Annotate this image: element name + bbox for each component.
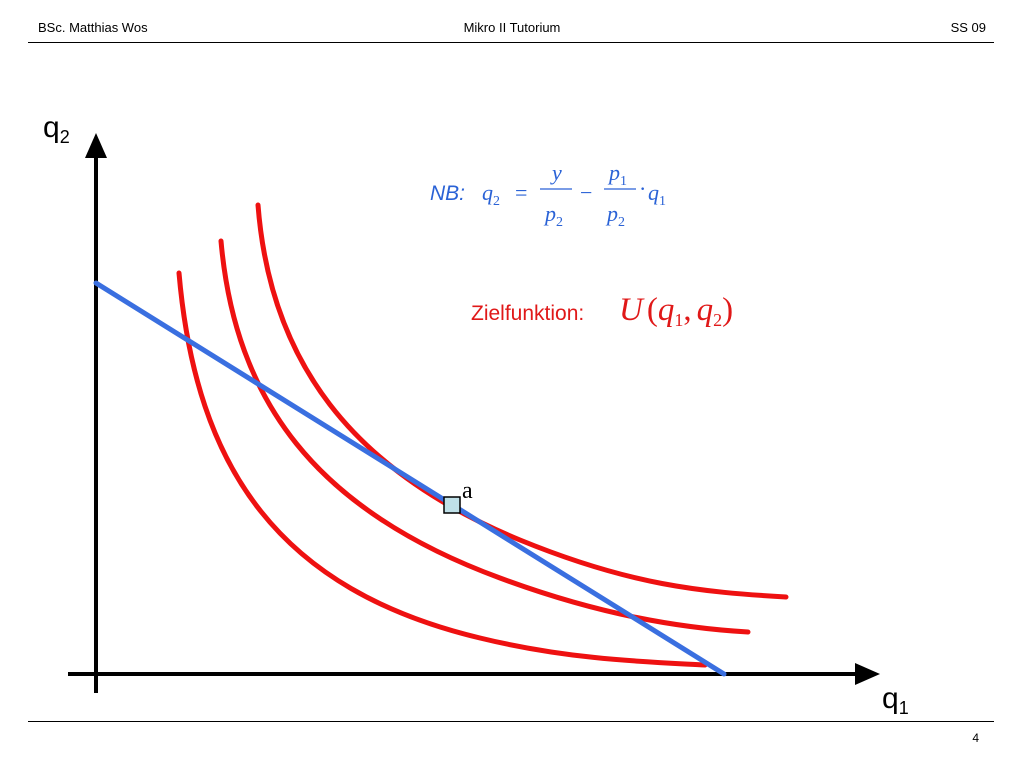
budget-constraint-formula: NB: q2 = y p2 − p1 p2 · q1: [430, 160, 666, 230]
optimum-point-label: a: [462, 478, 473, 504]
fraction2-denominator: p2: [605, 201, 625, 230]
fraction2-numerator: p1: [607, 160, 627, 189]
x-axis-label: q1: [882, 682, 909, 718]
constraint-equals: =: [515, 180, 527, 205]
page-number: 4: [972, 731, 979, 745]
constraint-times: ·: [639, 176, 646, 201]
header-course: Mikro II Tutorium: [463, 20, 561, 35]
constraint-prefix: NB:: [430, 182, 465, 205]
fraction1-denominator: p2: [543, 201, 563, 230]
budget-line: [93, 280, 727, 677]
y-axis-arrow: [85, 133, 107, 158]
constraint-rhs: q1: [648, 180, 666, 209]
constraint-lhs: q2: [482, 180, 500, 209]
optimum-point-marker: [443, 496, 461, 514]
y-axis-label: q2: [43, 111, 70, 147]
indifference-curve-low: [176, 270, 708, 668]
footer-divider: [28, 721, 994, 722]
indifference-curve-high: [255, 202, 789, 600]
header-term: SS 09: [950, 20, 986, 35]
indifference-curve-mid: [218, 238, 751, 635]
objective-function: Zielfunktion: U (q1, q2): [471, 292, 733, 330]
objective-formula: U (q1, q2): [619, 292, 733, 330]
constraint-minus: −: [580, 180, 592, 205]
header-author: BSc. Matthias Wos: [38, 20, 148, 35]
header-divider: [28, 42, 994, 43]
fraction1-numerator: y: [550, 160, 562, 185]
x-axis-arrow: [855, 663, 880, 685]
objective-label: Zielfunktion:: [471, 302, 584, 325]
